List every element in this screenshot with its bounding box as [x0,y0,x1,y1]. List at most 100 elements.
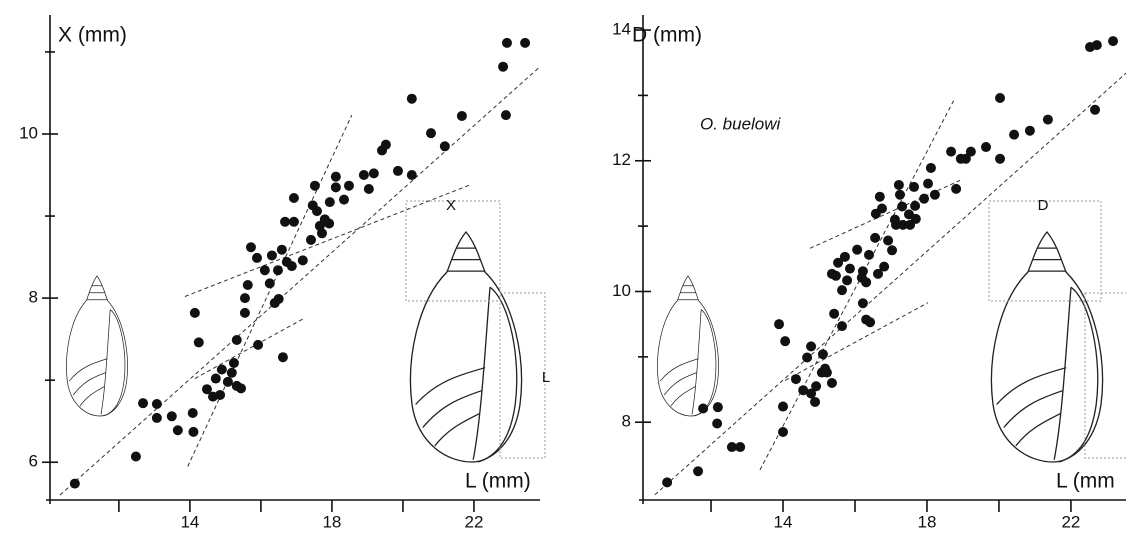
data-point [368,168,379,179]
data-point [874,191,885,202]
data-point [893,179,904,190]
data-point [1009,129,1020,140]
data-point [910,213,921,224]
data-point [216,364,227,375]
data-point [297,255,308,266]
data-point [778,401,789,412]
data-point [498,61,509,72]
data-point [829,308,840,319]
data-point [844,263,855,274]
data-point [280,216,291,227]
data-point [873,268,884,279]
data-point [276,244,287,255]
data-point [995,153,1006,164]
data-point [879,261,890,272]
data-point [923,178,934,189]
x-tick-label: 18 [918,512,937,531]
x-axis-label: L (mm) [465,470,531,493]
data-point [887,245,898,256]
data-point [817,349,828,360]
x-tick-label: 14 [774,512,793,531]
data-point [236,383,247,394]
data-point [501,37,512,48]
fit-line [184,184,471,297]
data-point [1024,125,1035,136]
data-point [857,266,868,277]
y-tick-label: 12 [612,150,631,169]
data-point [965,146,976,157]
data-point [189,307,200,318]
y-axis-label: X (mm) [58,24,127,47]
data-point [894,189,905,200]
data-point [909,181,920,192]
data-point [864,249,875,260]
x-tick-label: 22 [464,512,483,531]
data-point [811,381,822,392]
data-point [861,277,872,288]
y-tick-label: 10 [612,281,631,300]
data-point [151,412,162,423]
data-point [520,37,531,48]
data-point [339,194,349,205]
data-point [239,307,250,318]
data-point [830,270,841,281]
data-point [245,242,256,253]
data-point [201,384,212,395]
x-tick-label: 18 [322,512,341,531]
data-point [151,398,162,409]
data-point [138,398,149,409]
chart-title: O. buelowi [700,114,782,133]
data-point [806,341,817,352]
data-point [897,219,908,230]
data-point [358,170,369,181]
data-point [951,183,962,194]
data-point [231,334,242,345]
data-point [439,141,450,152]
y-tick-label: 10 [19,123,38,142]
data-point [166,411,177,422]
data-point [883,235,894,246]
dim-box [988,200,1102,302]
data-point [343,180,354,191]
data-point [891,219,902,230]
data-point [726,442,737,453]
y-tick-label: 14 [612,20,631,39]
data-point [662,477,673,488]
data-point [324,218,335,229]
data-point [456,110,467,121]
data-point [839,251,850,262]
data-point [406,170,417,181]
data-point [193,337,204,348]
data-point [363,183,374,194]
data-point [712,418,723,429]
data-point [925,162,936,173]
data-point [330,171,341,182]
data-point [802,352,813,363]
x-tick-label: 14 [180,512,199,531]
dim-label: L [542,369,550,386]
x-tick-label: 22 [1061,512,1080,531]
fit-line [194,317,306,379]
fit-line [784,302,929,381]
data-point [735,442,746,453]
data-point [790,374,801,385]
data-point [253,339,264,350]
data-point [406,93,417,104]
dim-box [499,292,546,459]
data-point [188,426,199,437]
fit-line [59,66,541,496]
data-point [780,336,791,347]
data-point [837,285,848,296]
data-point [929,189,940,200]
data-point [857,298,868,309]
data-point [130,451,141,462]
data-point [852,244,863,255]
data-point [272,265,283,276]
data-point [305,234,316,245]
shell-small [66,275,128,417]
data-point [1108,36,1119,47]
data-point [222,376,233,387]
data-point [798,385,809,396]
data-point [910,200,921,211]
